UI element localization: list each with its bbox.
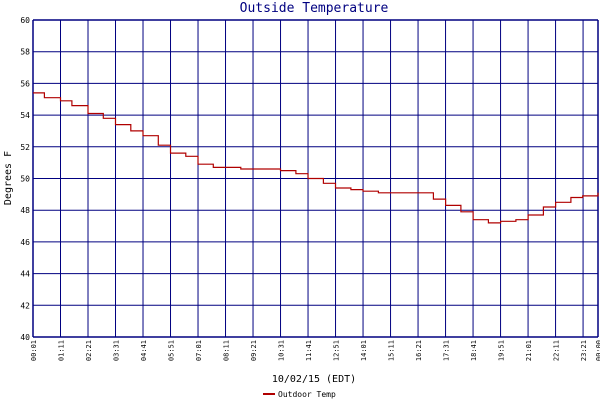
x-axis-ticks: 00:01 01:11 02:21 03:31 04:41 05:51 07:01 08:11… — [30, 340, 600, 361]
x-tick-label: 11:41 — [305, 340, 313, 361]
y-tick-label: 44 — [20, 270, 30, 279]
series-line-outdoor-temp — [33, 92, 599, 224]
y-tick-label: 50 — [20, 175, 30, 184]
y-tick-label: 52 — [20, 143, 30, 152]
x-tick-label: 08:11 — [223, 340, 231, 361]
y-tick-label: 54 — [20, 111, 30, 120]
y-axis-ticks: 40 42 44 46 48 50 52 54 56 58 60 — [20, 16, 30, 342]
x-tick-label: 03:31 — [113, 340, 121, 361]
x-tick-label: 14:01 — [360, 340, 368, 361]
y-tick-label: 42 — [20, 301, 30, 310]
x-tick-label: 17:31 — [443, 340, 451, 361]
x-tick-label: 09:21 — [250, 340, 258, 361]
legend-label: Outdoor Temp — [278, 390, 336, 399]
x-tick-label: 18:41 — [470, 340, 478, 361]
y-tick-label: 46 — [20, 238, 30, 247]
y-tick-label: 48 — [20, 206, 30, 215]
x-tick-label: 00:01 — [30, 340, 38, 361]
x-tick-label: 19:51 — [498, 340, 506, 361]
x-tick-label: 10:31 — [278, 340, 286, 361]
legend: Outdoor Temp — [263, 390, 336, 399]
y-tick-label: 56 — [20, 79, 30, 88]
y-tick-label: 60 — [20, 16, 30, 25]
y-tick-label: 58 — [20, 48, 30, 57]
x-tick-label: 05:51 — [168, 340, 176, 361]
x-axis-label: 10/02/15 (EDT) — [272, 374, 356, 385]
x-tick-label: 02:21 — [85, 340, 93, 361]
chart-title: Outside Temperature — [240, 1, 389, 16]
x-tick-label: 23:21 — [580, 340, 588, 361]
x-tick-label: 07:01 — [195, 340, 203, 361]
y-tick-label: 40 — [20, 333, 30, 342]
x-tick-label: 21:01 — [525, 340, 533, 361]
x-tick-label: 15:11 — [388, 340, 396, 361]
x-tick-label: 16:21 — [415, 340, 423, 361]
y-axis-label: Degrees F — [3, 151, 14, 205]
x-tick-label: 04:41 — [140, 340, 148, 361]
x-tick-label: 22:11 — [553, 340, 561, 361]
x-tick-label: 00:00 — [595, 340, 600, 361]
x-tick-label: 12:51 — [333, 340, 341, 361]
x-tick-label: 01:11 — [58, 340, 66, 361]
